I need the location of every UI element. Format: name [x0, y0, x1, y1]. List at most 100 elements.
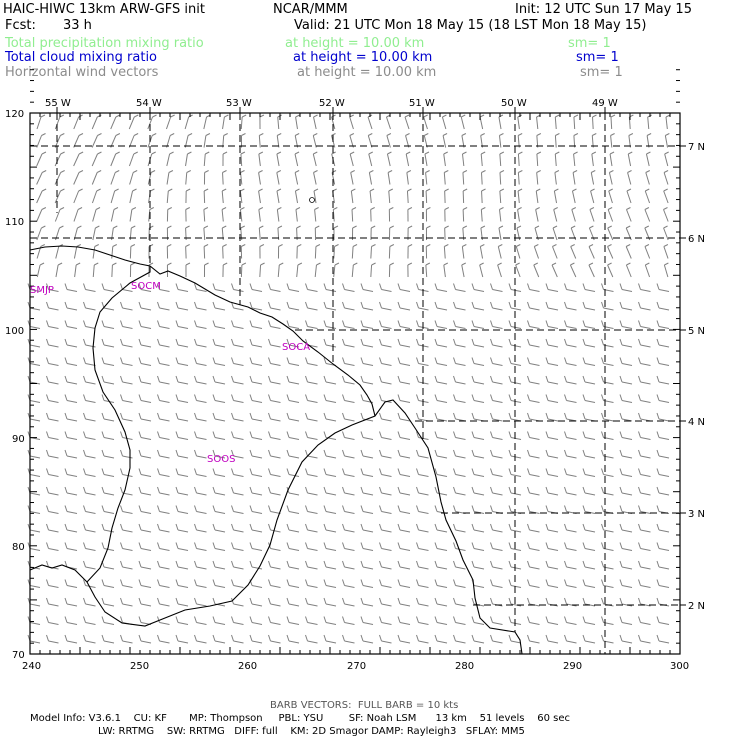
wind-barb: [473, 400, 485, 403]
wind-barb: [270, 474, 281, 477]
wind-barb: [313, 190, 317, 204]
wind-barb: [239, 190, 243, 204]
wind-barb-flag: [453, 523, 456, 531]
wind-barb: [159, 344, 170, 348]
wind-barb: [36, 190, 43, 204]
wind-barb-flag: [619, 542, 623, 549]
wind-barb-flag: [462, 151, 467, 155]
wind-barb-flag: [342, 431, 345, 438]
wind-barb-flag: [498, 244, 503, 247]
wind-barb-flag: [536, 188, 541, 192]
wind-barb-flag: [638, 394, 641, 401]
wind-barb-flag: [41, 170, 47, 173]
wind-barb: [258, 153, 261, 167]
wind-barb: [418, 622, 429, 625]
wind-barb-flag: [41, 207, 47, 210]
wind-barb: [177, 455, 189, 459]
wind-barb-flag: [249, 560, 253, 568]
wind-barb: [362, 622, 374, 625]
wind-barb-flag: [554, 188, 559, 192]
wind-barb-flag: [323, 579, 327, 586]
wind-barb: [362, 307, 374, 311]
wind-barb: [91, 135, 98, 148]
wind-barb: [214, 344, 226, 348]
wind-barb: [547, 585, 559, 588]
wind-barb: [461, 153, 465, 167]
wind-barb: [122, 326, 133, 329]
wind-barb-flag: [294, 151, 300, 155]
wind-barb: [517, 209, 520, 222]
wind-barb-flag: [342, 634, 345, 642]
wind-barb-flag: [113, 207, 119, 210]
wind-barb-flag: [149, 207, 155, 210]
wind-barb: [325, 566, 337, 570]
wind-barb: [140, 640, 152, 644]
wind-barb: [66, 437, 78, 440]
wind-barb-flag: [212, 486, 216, 494]
wind-barb-flag: [83, 357, 86, 364]
wind-barb-flag: [462, 207, 468, 210]
wind-barb-flag: [131, 207, 137, 210]
wind-barb: [85, 548, 96, 551]
wind-barb-flag: [258, 151, 264, 155]
wind-barb: [122, 455, 133, 459]
wind-barb-flag: [423, 114, 428, 118]
wind-barb-flag: [619, 301, 623, 309]
wind-barb: [381, 640, 392, 644]
wind-barb-flag: [499, 133, 504, 136]
wind-barb: [591, 153, 594, 167]
wind-barb: [295, 116, 298, 130]
wind-barb: [214, 437, 226, 440]
wind-barb: [571, 209, 576, 222]
wind-barb-flag: [516, 225, 522, 229]
wind-barb: [362, 511, 374, 514]
wind-barb-flag: [268, 486, 271, 494]
wind-barb: [658, 363, 670, 366]
wind-barb-flag: [589, 207, 595, 210]
wind-barb: [536, 172, 539, 185]
wind-barb: [214, 418, 226, 422]
wind-barb-flag: [212, 375, 216, 383]
wind-barb-flag: [397, 560, 401, 568]
wind-barb: [277, 116, 280, 130]
wind-barb: [640, 289, 651, 292]
wind-barb-flag: [444, 225, 449, 229]
wind-barb-flag: [188, 114, 193, 118]
wind-barb: [351, 264, 354, 278]
wind-barb: [386, 135, 391, 148]
wind-barb: [307, 289, 318, 292]
wind-barb: [66, 622, 78, 625]
wind-barb: [159, 585, 170, 588]
wind-barb-flag: [175, 449, 179, 457]
wind-barb-flag: [416, 597, 419, 605]
wind-barb-flag: [260, 262, 265, 266]
wind-barb: [584, 585, 596, 588]
wind-barb: [658, 437, 670, 440]
wind-barb-flag: [157, 320, 160, 327]
wind-barb: [607, 227, 614, 241]
wind-barb: [140, 603, 152, 607]
wind-barb: [233, 622, 244, 625]
wind-barb-flag: [268, 505, 271, 512]
wind-barb-flag: [316, 262, 321, 266]
wind-barb: [233, 363, 244, 366]
y-tick-label: 100: [5, 326, 24, 337]
wind-barb-flag: [601, 560, 604, 568]
axis-ticks: [29, 69, 686, 655]
wind-barb: [344, 548, 355, 551]
wind-barb-flag: [434, 560, 438, 568]
wind-barb-flag: [434, 597, 438, 605]
wind-barb-flag: [95, 207, 101, 210]
wind-barb-flag: [138, 468, 142, 475]
wind-barb: [621, 326, 633, 329]
wind-barb-flag: [508, 301, 512, 309]
wind-barb: [381, 307, 392, 311]
wind-barb-flag: [453, 616, 456, 623]
wind-barb: [233, 381, 244, 385]
wind-barb-flag: [83, 486, 86, 494]
wind-barb-flag: [582, 375, 586, 383]
wind-barb: [92, 246, 96, 259]
wind-barb: [29, 529, 41, 533]
wind-barb-flag: [545, 338, 549, 346]
wind-barb-flag: [379, 338, 382, 346]
